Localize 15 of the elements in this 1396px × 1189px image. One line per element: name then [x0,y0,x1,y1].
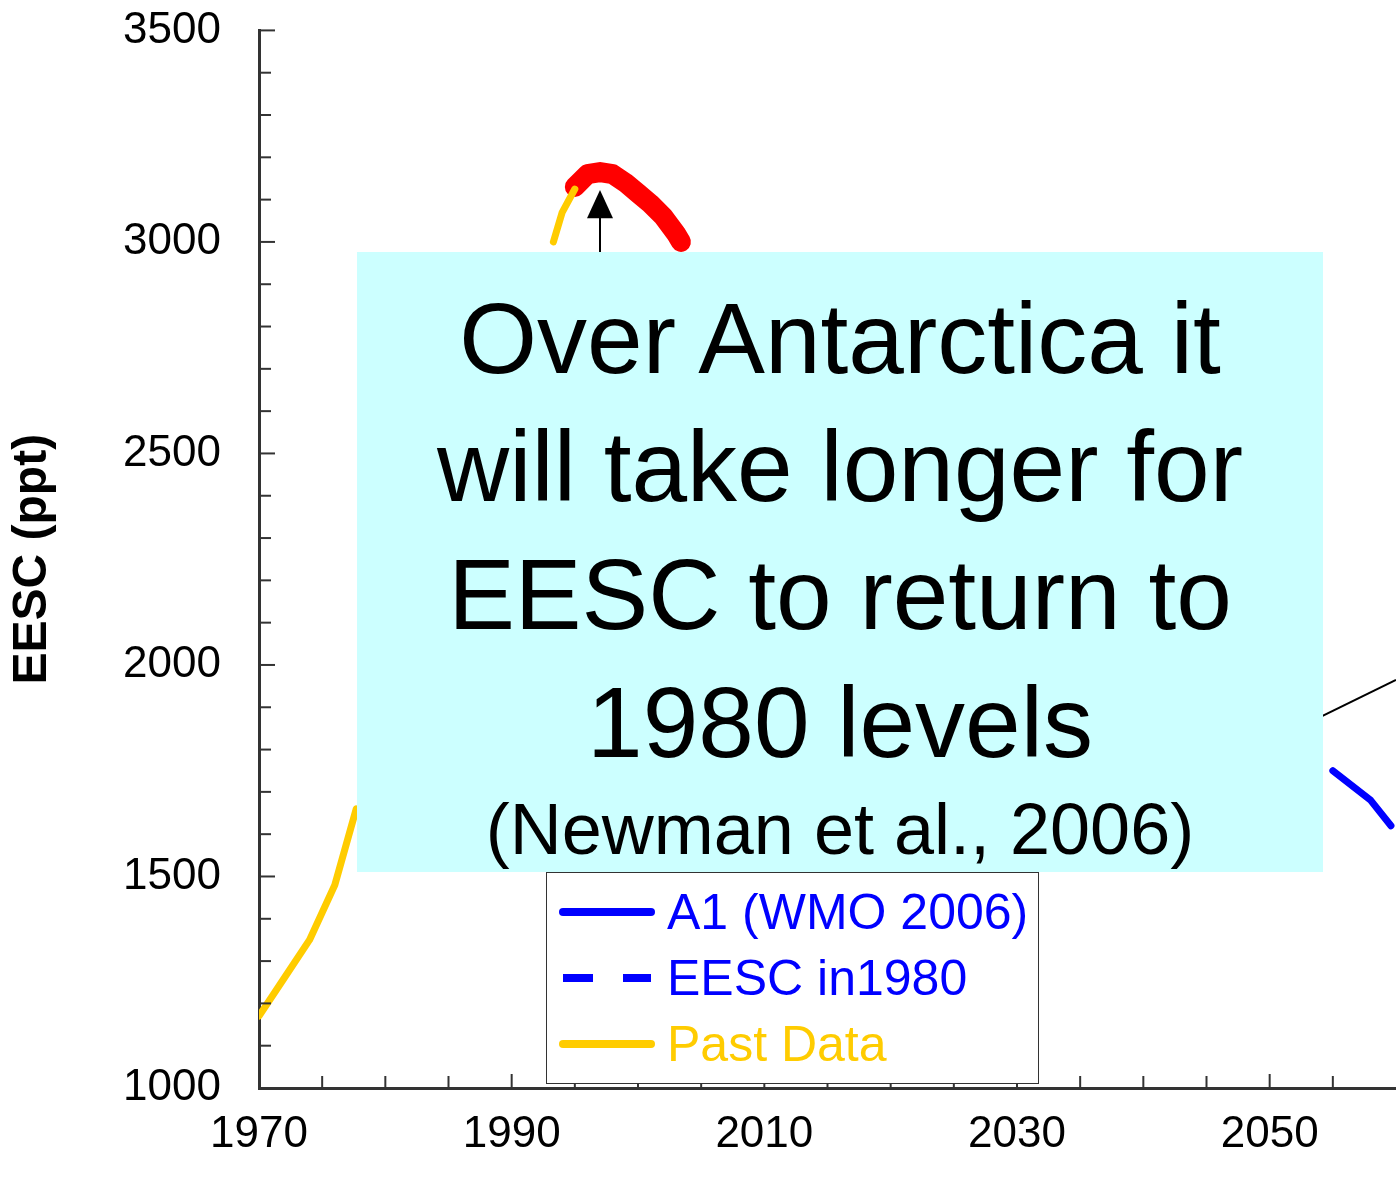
y-tick-label: 2500 [123,425,221,475]
x-tick-label: 2050 [1220,1106,1319,1156]
x-tick-label: 2030 [968,1106,1066,1156]
legend-label: A1 (WMO 2006) [667,883,1029,941]
annotation: Over Antarctica it will take longer for EESC to return to 1980 levels [436,281,1244,780]
y-axis-title: EESC (ppt) [3,433,57,685]
legend-label: Past Data [667,1015,887,1073]
annotation: (Newman et al., 2006) [484,788,1196,871]
y-tick-label: 2000 [123,637,221,687]
x-tick-label: 2010 [715,1106,814,1156]
x-tick-label: 1990 [462,1106,561,1156]
y-tick-label: 1500 [123,848,221,898]
y-tick-label: 3000 [123,214,221,264]
legend-label: EESC in1980 [667,949,968,1007]
y-tick-label: 3500 [123,2,221,52]
